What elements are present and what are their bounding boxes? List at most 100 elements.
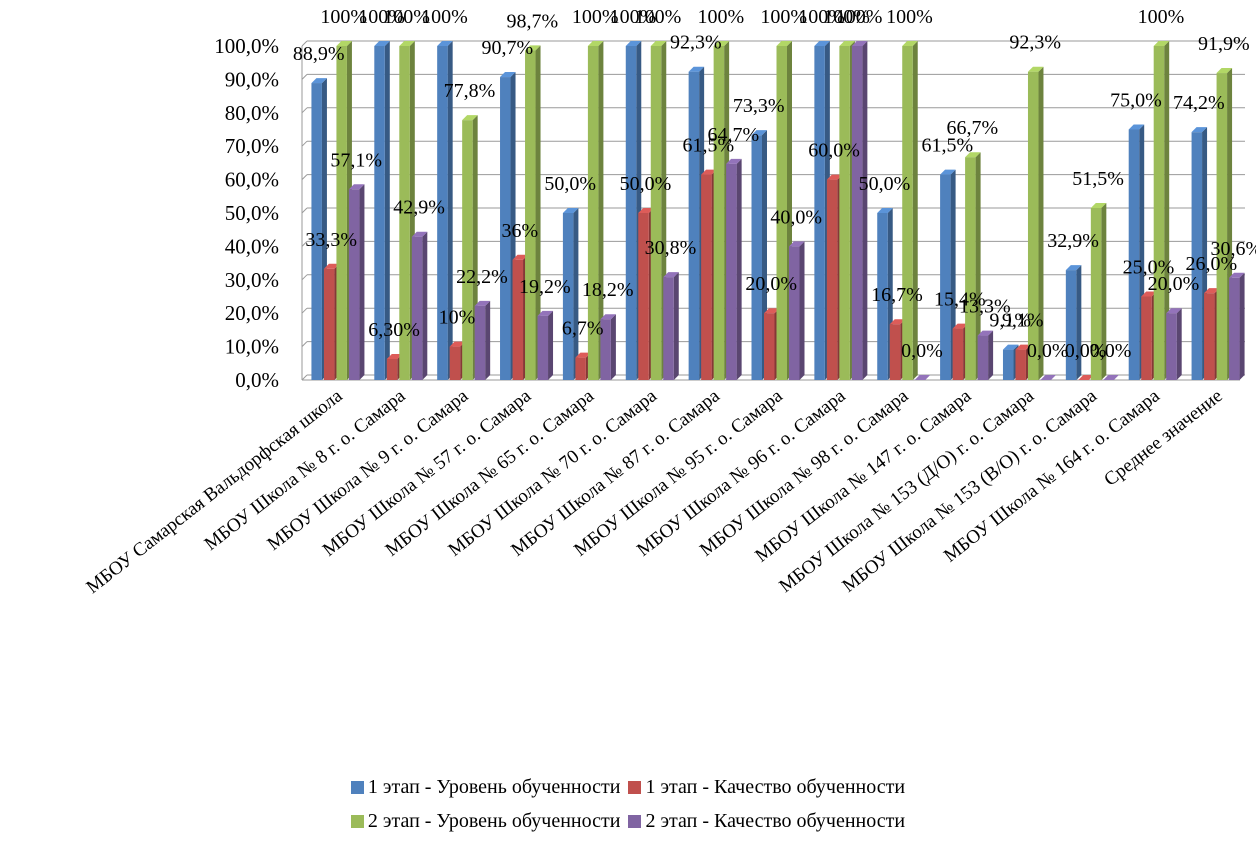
bar-top: [751, 130, 767, 136]
bar-side: [573, 208, 579, 380]
legend-item-series-1: 1 этап - Уровень обученности: [350, 776, 620, 799]
legend-swatch-series-4: [628, 814, 642, 828]
data-label: 0,0%: [1090, 340, 1132, 362]
y-tick-label: 30,0%: [225, 268, 279, 292]
data-label: 15,4%: [934, 289, 986, 311]
data-label: 20,0%: [1148, 273, 1200, 295]
bar-top: [965, 152, 981, 158]
bar: [1103, 375, 1119, 380]
data-label: 100%: [760, 6, 807, 28]
gridline-depth: [301, 241, 308, 247]
bar: [437, 41, 453, 380]
data-label: 100%: [1138, 6, 1185, 28]
bar-front: [374, 46, 385, 380]
bar: [1027, 66, 1044, 380]
bar: [851, 41, 868, 380]
data-label: 61,5%: [922, 135, 974, 157]
data-label: 30,8%: [645, 237, 697, 259]
bar-front: [1216, 73, 1228, 380]
bar-top: [500, 72, 516, 78]
data-label: 19,2%: [519, 276, 571, 298]
y-tick-label: 20,0%: [225, 301, 279, 325]
gridline-depth: [301, 140, 308, 147]
bar-front: [726, 163, 737, 380]
data-label: 6,30%: [368, 319, 420, 341]
bar-top: [474, 300, 491, 306]
bar: [374, 41, 390, 380]
bar-top: [839, 41, 855, 46]
bar-front: [525, 50, 536, 380]
bar-top: [902, 41, 918, 46]
bar-side: [862, 41, 868, 380]
bar-top: [600, 314, 616, 320]
bar: [1229, 272, 1245, 380]
bar-top: [851, 41, 868, 46]
bar-top: [952, 323, 969, 329]
data-label: 61,5%: [683, 135, 735, 157]
y-tick-label: 0,0%: [235, 368, 279, 392]
bar-side: [422, 231, 428, 380]
bar-side: [736, 158, 742, 380]
bar: [914, 375, 931, 380]
data-label: 0,0%: [901, 340, 943, 362]
bar-side: [384, 41, 390, 380]
data-label: 9,1%: [1002, 310, 1044, 332]
bar-top: [1002, 344, 1019, 350]
bar-top: [1166, 308, 1182, 314]
bar-front: [411, 236, 423, 380]
bars: [311, 41, 1245, 380]
data-label: 32,9%: [1047, 230, 1099, 252]
bar-front: [1166, 313, 1177, 380]
bar-front: [952, 328, 964, 380]
bar-front: [1229, 277, 1240, 380]
bar-side: [598, 41, 604, 380]
bar-top: [437, 41, 453, 46]
data-label: 51,5%: [1072, 168, 1124, 190]
bar-top: [826, 174, 843, 180]
bar-top: [323, 263, 340, 269]
bar-front: [1204, 293, 1215, 380]
bar-front: [1065, 270, 1077, 380]
data-label: 100%: [421, 6, 468, 28]
bar: [474, 300, 491, 380]
data-label: 74,2%: [1173, 92, 1225, 114]
data-label: 13,3%: [959, 296, 1011, 318]
bar-top: [713, 41, 730, 46]
bar-top: [1090, 202, 1107, 208]
bar-top: [1128, 124, 1145, 130]
bar: [789, 241, 805, 380]
bar-top: [587, 41, 604, 46]
bar-front: [600, 319, 611, 380]
data-label: 50,0%: [544, 173, 596, 195]
bar-top: [776, 41, 792, 46]
bar-front: [474, 305, 486, 380]
bar-side: [1239, 272, 1245, 380]
bar-front: [562, 213, 574, 380]
data-label: 36%: [501, 220, 538, 242]
bar-top: [525, 45, 541, 51]
bar: [1153, 41, 1170, 380]
data-label: 50,0%: [859, 173, 911, 195]
bar: [411, 231, 428, 380]
legend-label-series-2: 1 этап - Качество обученности: [645, 775, 906, 798]
bar-top: [638, 208, 654, 213]
bar-side: [1038, 66, 1044, 380]
bar-top: [1065, 265, 1082, 271]
legend-swatch-series-3: [350, 814, 364, 828]
gridline-depth: [301, 341, 308, 347]
y-tick-label: 40,0%: [225, 234, 279, 258]
bar-top: [1040, 375, 1056, 380]
bar-top: [537, 310, 554, 316]
bar-side: [988, 330, 994, 380]
data-label: 25,0%: [1123, 257, 1175, 279]
bar-front: [399, 46, 410, 380]
bar-front: [902, 46, 913, 380]
data-label: 90,7%: [481, 37, 533, 59]
gridline-depth: [301, 374, 308, 381]
bar-front: [386, 358, 398, 380]
data-label: 10%: [439, 307, 476, 329]
bar-front: [1090, 207, 1102, 380]
bar: [726, 158, 742, 380]
bar-top: [562, 208, 579, 213]
